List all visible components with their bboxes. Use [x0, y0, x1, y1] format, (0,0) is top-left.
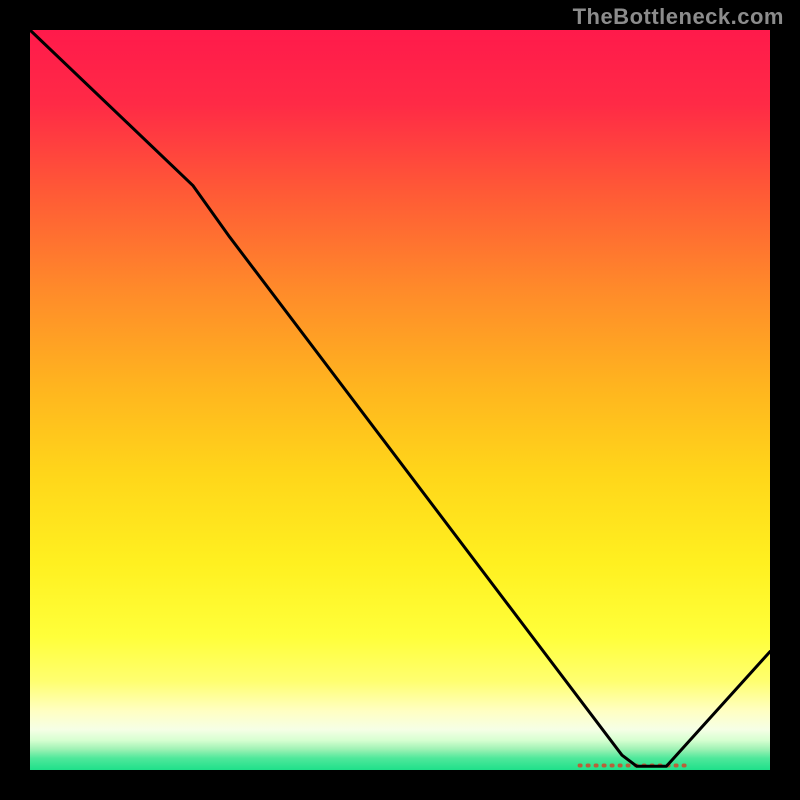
watermark-label: TheBottleneck.com: [573, 4, 784, 30]
chart-svg: [30, 30, 770, 770]
plot-area: [30, 30, 770, 770]
gradient-background: [30, 30, 770, 770]
chart-frame: TheBottleneck.com: [0, 0, 800, 800]
